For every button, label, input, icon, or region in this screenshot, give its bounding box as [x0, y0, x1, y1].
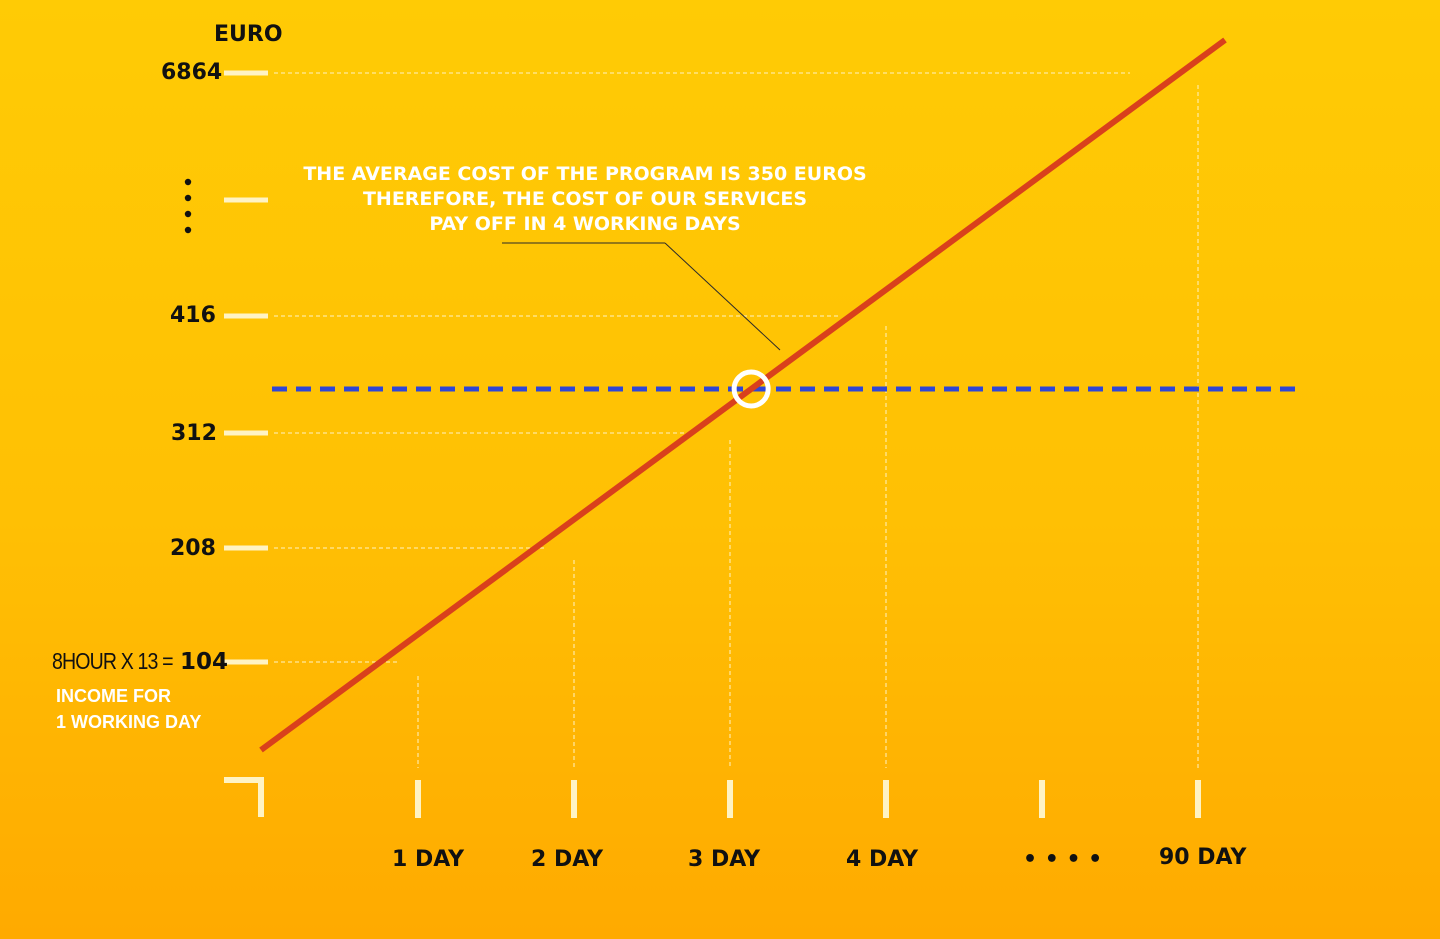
- x-tick-label-3-day: 3 DAY: [688, 847, 761, 872]
- y-ellipsis-dot-3: [184, 210, 192, 218]
- formula-104: 8HOUR X 13 = 104: [52, 648, 228, 675]
- y-tick-label-312: 312: [171, 421, 217, 446]
- y-tick-label-6864: 6864: [161, 60, 223, 85]
- annotation-line-2: THEREFORE, THE COST OF OUR SERVICES: [362, 188, 808, 210]
- y-tick-label-208: 208: [170, 536, 216, 561]
- income-note-line-2: 1 WORKING DAY: [56, 712, 202, 732]
- x-tick-label-1-day: 1 DAY: [392, 847, 465, 872]
- annotation-line-1: THE AVERAGE COST OF THE PROGRAM IS 350 E…: [303, 163, 867, 185]
- x-tick-label-ellipsis: • • • •: [1023, 847, 1103, 872]
- y-ellipsis-dot-1: [184, 178, 192, 186]
- y-ellipsis-dot-2: [184, 194, 192, 202]
- formula-prefix: 8HOUR X 13 =: [52, 648, 174, 674]
- y-ellipsis-dots: [184, 178, 192, 234]
- y-ellipsis-dot-4: [184, 226, 192, 234]
- origin-corner: [224, 777, 264, 817]
- y-tick-label-416: 416: [170, 303, 216, 328]
- axis-ticks: [224, 70, 1201, 818]
- x-tick-label-2-day: 2 DAY: [531, 847, 604, 872]
- break-even-marker: [731, 369, 771, 409]
- y-tick-label-104: 104: [180, 649, 229, 675]
- series-line-income: [259, 37, 1227, 753]
- annotation-leader-line: [664, 242, 781, 351]
- y-axis-label: EURO: [214, 22, 283, 47]
- income-note-line-1: INCOME FOR: [56, 686, 171, 706]
- x-tick-label-4-day: 4 DAY: [846, 847, 919, 872]
- x-tick-label-90-day: 90 DAY: [1159, 845, 1247, 870]
- annotation-line-3: PAY OFF IN 4 WORKING DAYS: [429, 213, 741, 235]
